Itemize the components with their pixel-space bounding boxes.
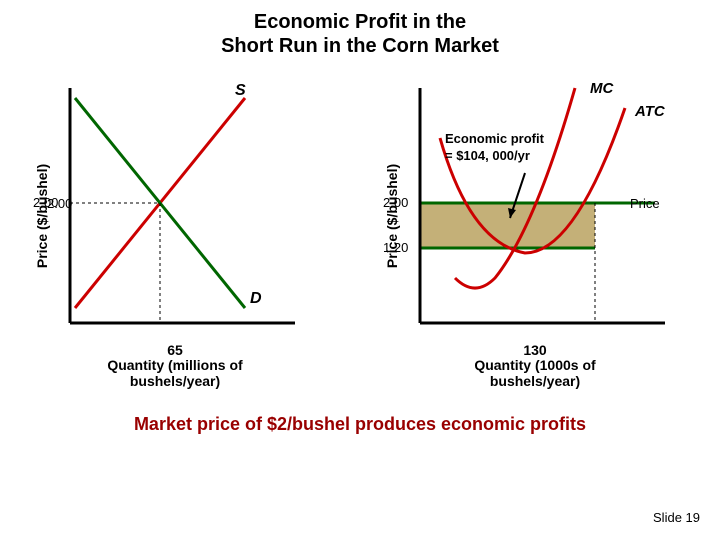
left-price-tick: 2.00 bbox=[33, 195, 58, 210]
firm-svg: MC ATC Price Economic profit = $104, 000/yr bbox=[395, 78, 675, 338]
right-x-tick: 130 bbox=[395, 343, 675, 358]
left-x-label-2: Quantity (millions of bbox=[45, 358, 305, 373]
svg-text:MC: MC bbox=[590, 80, 614, 97]
left-x-axis-label: 65 Quantity (millions of bushels/year) bbox=[45, 343, 305, 389]
charts-container: Price ($/bushel) S D 2.00 2.00 65 Quantity … bbox=[0, 78, 720, 389]
svg-text:= $104, 000/yr: = $104, 000/yr bbox=[445, 148, 530, 163]
right-x-label-3: bushels/year) bbox=[395, 374, 675, 389]
title-line-2: Short Run in the Corn Market bbox=[0, 34, 720, 58]
conclusion-text: Market price of $2/bushel produces econo… bbox=[0, 414, 720, 435]
firm-chart: Price ($/bushel) MCATCPriceEconomic prof… bbox=[395, 78, 675, 389]
title-line-1: Economic Profit in the bbox=[0, 10, 720, 34]
right-price-tick-200: 2.00 bbox=[383, 195, 408, 210]
left-y-axis-label: Price ($/bushel) bbox=[34, 164, 50, 268]
right-x-axis-label: 130 Quantity (1000s of bushels/year) bbox=[395, 343, 675, 389]
svg-text:ATC: ATC bbox=[634, 103, 666, 120]
left-x-label-3: bushels/year) bbox=[45, 374, 305, 389]
market-svg: SD2.002.00 bbox=[45, 78, 305, 338]
slide-title: Economic Profit in the Short Run in the … bbox=[0, 0, 720, 58]
slide-number: Slide 19 bbox=[653, 510, 700, 525]
market-chart: Price ($/bushel) SD2.002.00 65 Quantity … bbox=[45, 78, 305, 389]
svg-text:Price: Price bbox=[630, 196, 660, 211]
svg-text:D: D bbox=[250, 290, 262, 307]
left-x-tick: 65 bbox=[45, 343, 305, 358]
svg-text:Economic profit: Economic profit bbox=[445, 131, 545, 146]
right-price-tick-120: 1.20 bbox=[383, 240, 408, 255]
right-x-label-2: Quantity (1000s of bbox=[395, 358, 675, 373]
svg-text:S: S bbox=[235, 82, 246, 99]
